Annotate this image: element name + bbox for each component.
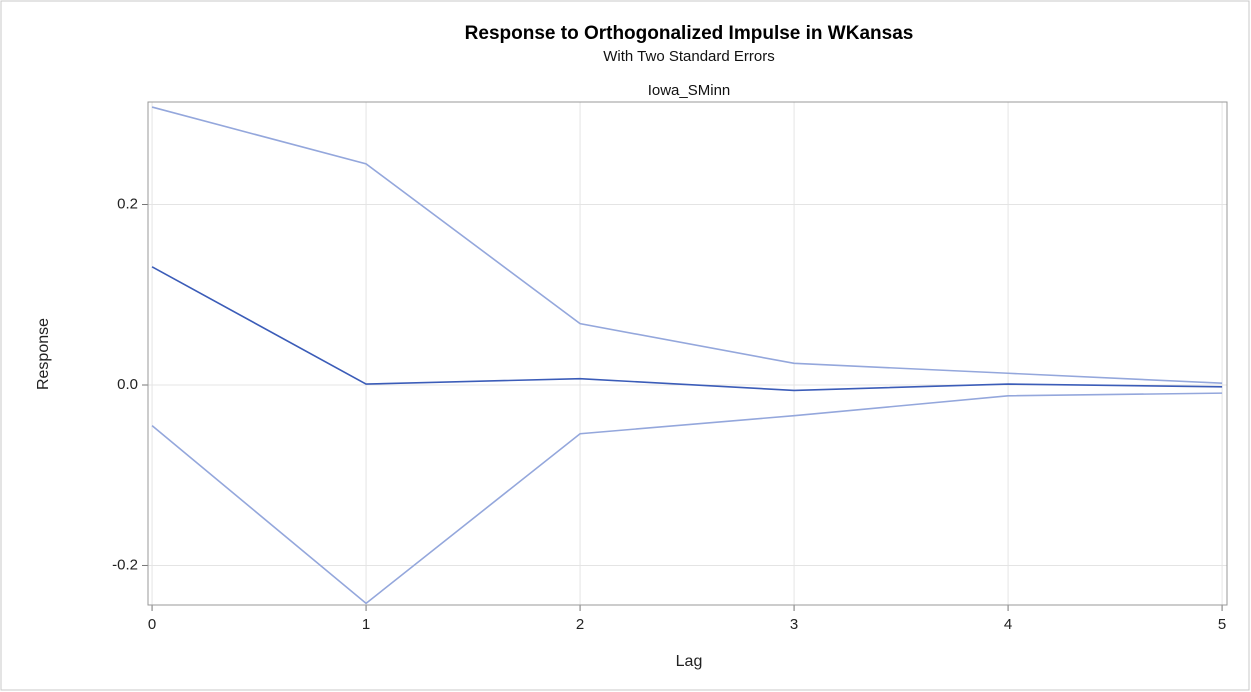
series-line bbox=[151, 392, 1223, 605]
y-tick-label: -0.2 bbox=[112, 556, 138, 573]
plot-frame bbox=[147, 101, 1228, 606]
panel-label: Iowa_SMinn bbox=[648, 82, 731, 99]
y-tick-label: 0.0 bbox=[117, 376, 138, 393]
x-tick-label: 2 bbox=[576, 616, 584, 633]
x-tick-label: 1 bbox=[362, 616, 370, 633]
x-tick-label: 0 bbox=[148, 616, 156, 633]
x-tick-label: 3 bbox=[790, 616, 798, 633]
chart-title: Response to Orthogonalized Impulse in WK… bbox=[465, 23, 914, 44]
series-line bbox=[151, 266, 1223, 392]
y-axis-label: Response bbox=[35, 318, 52, 390]
series-line bbox=[151, 106, 1223, 384]
x-tick-label: 4 bbox=[1004, 616, 1012, 633]
chart-subtitle: With Two Standard Errors bbox=[603, 48, 774, 65]
x-axis-label: Lag bbox=[676, 653, 703, 670]
x-tick-label: 5 bbox=[1218, 616, 1226, 633]
y-tick-label: 0.2 bbox=[117, 195, 138, 212]
